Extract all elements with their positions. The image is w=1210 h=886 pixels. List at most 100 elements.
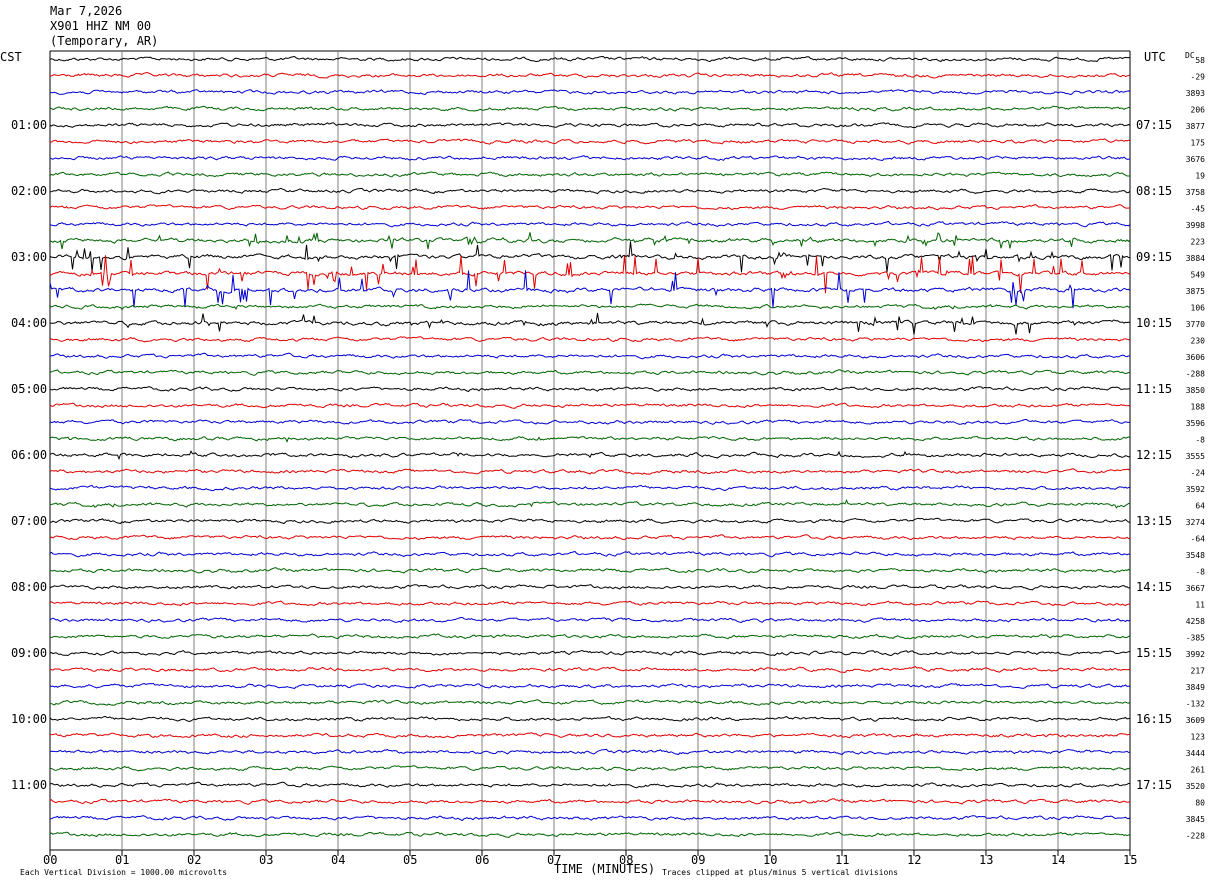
dc-offset-label: 217 (1191, 667, 1206, 676)
dc-offset-label: -385 (1186, 634, 1205, 643)
left-timezone-label: CST (0, 50, 22, 64)
scale-note: Each Vertical Division = 1000.00 microvo… (20, 868, 227, 877)
dc-offset-label: -45 (1191, 205, 1206, 214)
dc-offset-label: 3770 (1186, 320, 1205, 329)
trace-44 (49, 765, 1131, 772)
trace-3 (49, 89, 1131, 96)
trace-2 (50, 71, 1131, 79)
dc-offset-label: 206 (1191, 106, 1206, 115)
trace-15 (49, 270, 1131, 309)
trace-39 (49, 682, 1130, 689)
trace-1 (49, 55, 1131, 63)
trace-35 (49, 617, 1131, 624)
dc-offset-label: 80 (1195, 799, 1205, 808)
left-hour-label: 01:00 (11, 118, 47, 132)
left-hour-label: 06:00 (11, 448, 47, 462)
right-hour-label: 16:15 (1136, 712, 1172, 726)
x-tick-label: 07 (547, 853, 561, 867)
trace-17 (50, 312, 1131, 335)
right-hour-label: 07:15 (1136, 118, 1172, 132)
dc-offset-label: 3606 (1186, 353, 1205, 362)
dc-offset-label: 3884 (1186, 254, 1205, 263)
trace-38 (49, 666, 1131, 674)
dc-offset-label: 3520 (1186, 782, 1205, 791)
trace-37 (49, 649, 1131, 657)
dc-offset-label: 4258 (1186, 617, 1205, 626)
x-tick-label: 12 (907, 853, 921, 867)
trace-43 (50, 748, 1131, 756)
right-timezone-label: UTC (1144, 50, 1166, 64)
right-hour-label: 09:15 (1136, 250, 1172, 264)
axis-labels: 00 01 02 03 04 05 06 07 08 09 10 11 12 13 14 15 01:00 02:… (11, 56, 1205, 867)
trace-29 (49, 517, 1131, 525)
trace-45 (49, 781, 1131, 789)
trace-21 (49, 386, 1131, 392)
location-label: (Temporary, AR) (50, 34, 159, 48)
trace-34 (49, 600, 1130, 607)
dc-offset-label: 3893 (1186, 89, 1205, 98)
trace-16 (49, 303, 1131, 311)
trace-47 (49, 815, 1131, 821)
right-hour-label: 08:15 (1136, 184, 1172, 198)
x-axis-title: TIME (MINUTES) (554, 862, 655, 876)
right-hour-label: 17:15 (1136, 778, 1172, 792)
trace-25 (49, 450, 1131, 461)
x-tick-label: 04 (331, 853, 345, 867)
dc-offset-label: -132 (1186, 700, 1205, 709)
trace-24 (49, 435, 1131, 443)
dc-offset-label: -228 (1186, 832, 1205, 841)
trace-31 (49, 550, 1131, 558)
trace-30 (49, 534, 1131, 541)
dc-offset-label: 549 (1191, 271, 1206, 280)
trace-7 (49, 155, 1131, 162)
seismic-traces (49, 55, 1131, 838)
dc-offset-label: 230 (1191, 337, 1206, 346)
dc-offset-label: -24 (1191, 469, 1206, 478)
dc-offset-label: 3877 (1186, 122, 1205, 131)
trace-22 (49, 402, 1131, 409)
dc-offset-label: -64 (1191, 535, 1206, 544)
left-hour-label: 03:00 (11, 250, 47, 264)
left-hour-label: 02:00 (11, 184, 47, 198)
trace-12 (49, 232, 1131, 250)
dc-offset-label: 123 (1191, 733, 1206, 742)
dc-offset-label: 3444 (1186, 749, 1205, 758)
trace-13 (49, 241, 1131, 273)
trace-11 (49, 220, 1131, 228)
trace-6 (50, 138, 1131, 145)
trace-32 (50, 567, 1131, 574)
x-tick-label: 08 (619, 853, 633, 867)
dc-offset-label: 58 (1195, 56, 1205, 65)
x-tick-label: 11 (835, 853, 849, 867)
right-hour-label: 14:15 (1136, 580, 1172, 594)
dc-offset-label: 175 (1191, 139, 1206, 148)
right-hour-label: 12:15 (1136, 448, 1172, 462)
left-hour-label: 09:00 (11, 646, 47, 660)
trace-8 (49, 171, 1131, 178)
left-hour-label: 07:00 (11, 514, 47, 528)
dc-offset-label: -29 (1191, 73, 1206, 82)
dc-offset-label: 3758 (1186, 188, 1205, 197)
dc-offset-label: 19 (1195, 172, 1205, 181)
x-tick-label: 14 (1051, 853, 1065, 867)
dc-offset-label: 64 (1195, 502, 1205, 511)
x-tick-label: 06 (475, 853, 489, 867)
dc-offset-label: 223 (1191, 238, 1206, 247)
dc-offset-label: 3849 (1186, 683, 1205, 692)
dc-offset-label: -288 (1186, 370, 1205, 379)
right-hour-label: 11:15 (1136, 382, 1172, 396)
x-tick-label: 03 (259, 853, 273, 867)
trace-19 (49, 352, 1131, 360)
date-label: Mar 7,2026 (50, 4, 123, 18)
x-tick-label: 01 (115, 853, 129, 867)
dc-offset-label: -8 (1195, 568, 1205, 577)
x-tick-label: 09 (691, 853, 705, 867)
dc-offset-label: 3667 (1186, 584, 1205, 593)
dc-offset-label: 3596 (1186, 419, 1205, 428)
left-hour-label: 11:00 (11, 778, 47, 792)
x-tick-label: 00 (43, 853, 57, 867)
x-tick-label: 15 (1123, 853, 1137, 867)
dc-offset-label: 11 (1195, 601, 1205, 610)
dc-offset-label: 3850 (1186, 386, 1205, 395)
